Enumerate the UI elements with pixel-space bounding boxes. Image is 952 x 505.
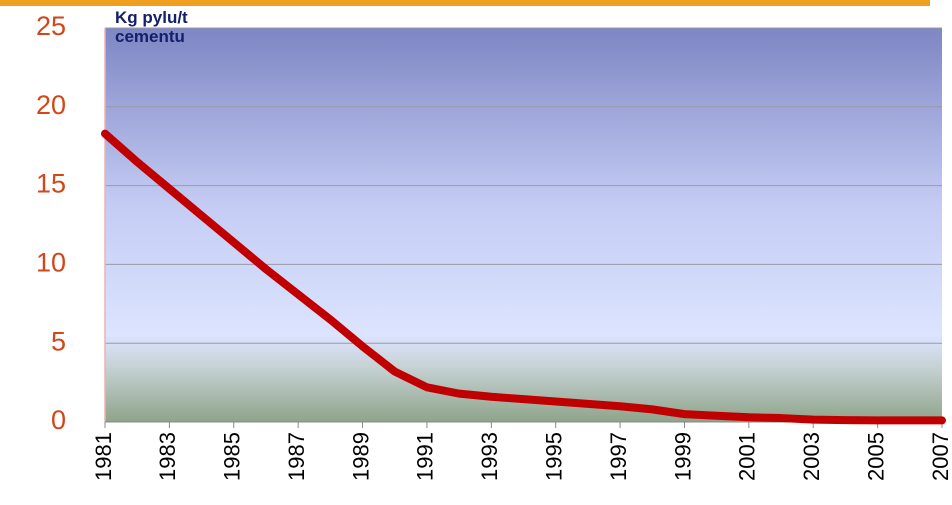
y-tick-label: 20 — [36, 90, 66, 120]
x-tick-label: 1991 — [413, 432, 438, 481]
x-tick-label: 1989 — [348, 432, 373, 481]
x-tick-label: 1985 — [220, 432, 245, 481]
data-line — [101, 129, 946, 425]
y-tick-label: 15 — [36, 169, 66, 199]
x-tick-label: 1997 — [606, 432, 631, 481]
x-tick-label: 2005 — [863, 432, 888, 481]
y-tick-label: 0 — [51, 405, 66, 435]
x-tick-label: 1999 — [670, 432, 695, 481]
x-tick-label: 1987 — [284, 432, 309, 481]
x-tick-label: 1983 — [155, 432, 180, 481]
x-tick-label: 2007 — [928, 432, 952, 481]
x-tick-label: 1995 — [542, 432, 567, 481]
y-tick-label: 5 — [51, 326, 66, 356]
y-tick-label: 25 — [36, 11, 66, 41]
x-tick-label: 2001 — [735, 432, 760, 481]
y-axis-label: Kg pylu/t cementu — [115, 8, 188, 46]
y-tick-label: 10 — [36, 248, 66, 278]
x-tick-label: 1981 — [91, 432, 116, 481]
plot-area — [105, 28, 942, 422]
x-tick-label: 1993 — [477, 432, 502, 481]
x-tick-label: 2003 — [799, 432, 824, 481]
top-bar — [0, 0, 930, 6]
